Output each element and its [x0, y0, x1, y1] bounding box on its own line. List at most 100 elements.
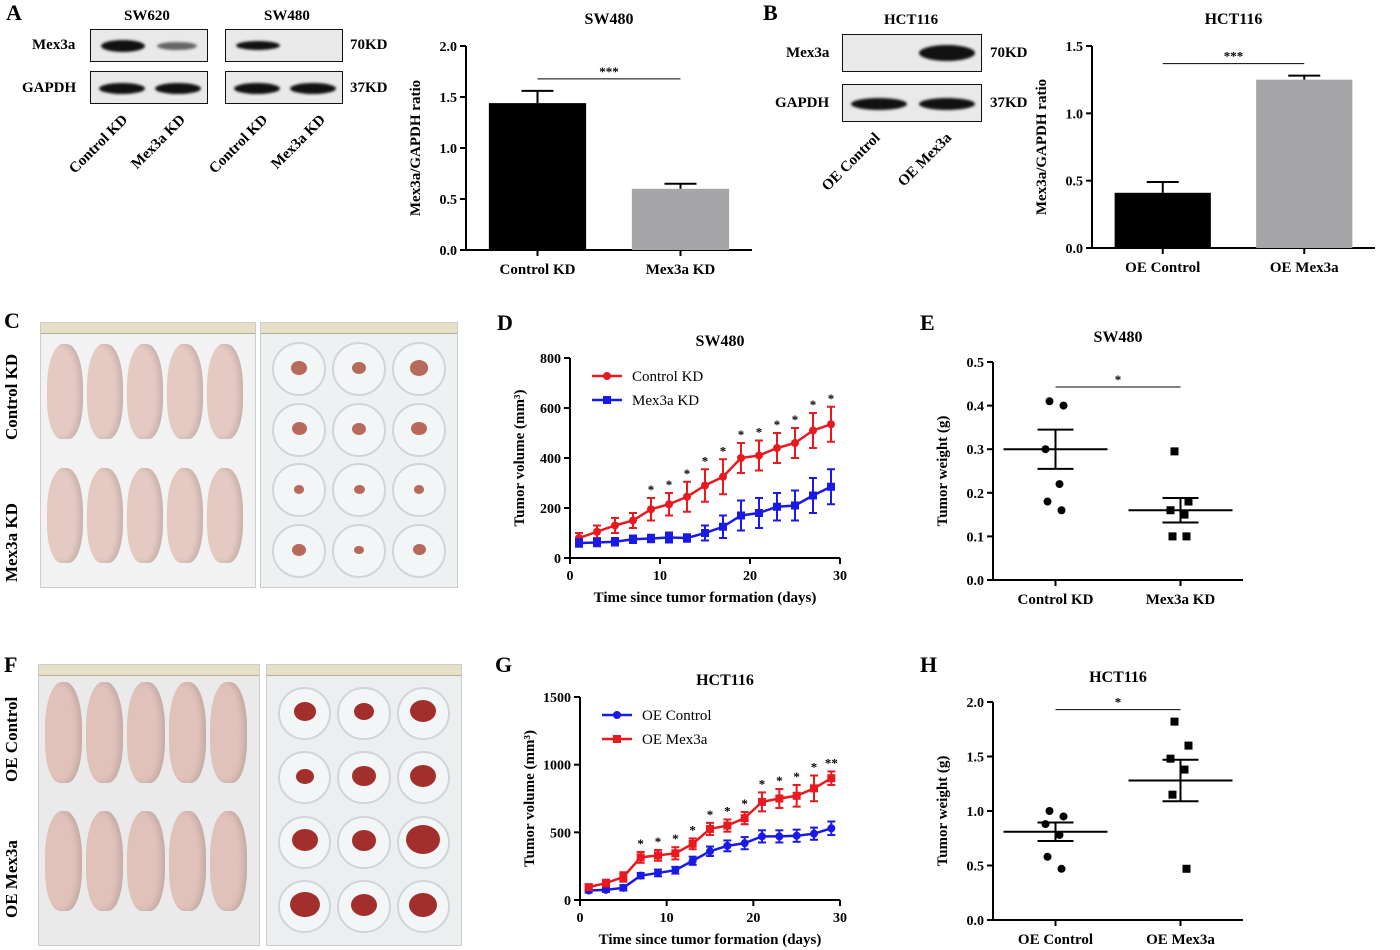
bar-chart-b: HCT116 0.0 0.5 1.0 1.5 Mex3a/GAPDH ratio OE Co… — [1034, 11, 1375, 276]
data-point — [688, 839, 697, 848]
x-tick-label: Control KD — [500, 262, 576, 278]
legend-marker — [603, 396, 611, 404]
data-point — [1055, 480, 1064, 489]
y-axis-label: Tumor volume (mm³) — [512, 390, 528, 527]
data-point — [809, 491, 817, 500]
data-point — [665, 500, 673, 509]
legend-marker — [613, 735, 621, 743]
y-tick-label: 0.4 — [967, 400, 985, 415]
mouse — [168, 681, 206, 783]
chart-title: HCT116 — [1089, 669, 1147, 686]
data-point — [1055, 830, 1064, 839]
band — [157, 42, 197, 50]
band — [236, 41, 280, 50]
significance-star: * — [828, 391, 835, 406]
tumor-sample — [352, 362, 366, 375]
data-point — [1057, 864, 1066, 873]
x-axis-label: Time since tumor formation (days) — [599, 932, 822, 948]
tumor-sample — [294, 485, 304, 494]
y-tick-label: 600 — [540, 402, 561, 417]
significance-star: * — [741, 796, 748, 811]
ruler — [261, 323, 457, 334]
data-point — [827, 420, 835, 429]
tumor-sample — [291, 829, 318, 852]
data-point — [723, 821, 732, 830]
data-point — [827, 774, 836, 783]
significance-label: *** — [599, 64, 619, 79]
y-tick-label: 0.2 — [967, 487, 985, 502]
data-point — [810, 784, 818, 793]
panel-label-b: B — [763, 0, 778, 25]
band — [234, 83, 280, 94]
data-point — [827, 824, 836, 833]
significance-star: * — [684, 466, 691, 481]
band — [290, 83, 336, 94]
data-point — [1057, 506, 1066, 515]
band — [919, 45, 975, 61]
x-tick-label: 10 — [653, 569, 667, 584]
data-point — [629, 535, 637, 544]
panel-label-h: H — [920, 652, 938, 677]
significance-star: * — [774, 417, 781, 432]
data-point — [1059, 401, 1068, 410]
significance-star: * — [720, 443, 727, 458]
y-tick-label: 1.5 — [440, 91, 458, 106]
significance-star: * — [724, 803, 731, 818]
mouse — [45, 810, 83, 912]
mouse — [167, 344, 203, 440]
significance-star: * — [811, 759, 818, 774]
data-point — [1184, 741, 1193, 750]
significance-star: * — [756, 425, 763, 440]
y-axis-label: Tumor weight (g) — [935, 416, 951, 527]
line-chart-g: HCT116 0 500 1000 1500 Tumor volume (mm³) 0 10 2… — [522, 672, 847, 948]
blot-a-lane-2: Mex3a KD — [128, 112, 190, 173]
mouse — [209, 681, 247, 783]
data-point — [1184, 497, 1193, 506]
significance-star: * — [792, 412, 799, 427]
mouse — [86, 810, 124, 912]
tumor-sample — [351, 893, 377, 916]
y-tick-label: 400 — [540, 452, 561, 467]
blot-a-sw480-mex3a — [225, 29, 343, 62]
panel-label-c: C — [4, 308, 20, 333]
mouse — [86, 681, 124, 783]
tumor-sample — [409, 892, 438, 917]
tumor-sample — [352, 422, 366, 435]
data-point — [740, 839, 749, 848]
data-point — [1168, 790, 1177, 799]
mouse — [45, 681, 83, 783]
photo-c-group-2: Mex3a KD — [2, 503, 21, 582]
tumor-photo-f — [266, 664, 462, 946]
data-point — [602, 885, 610, 894]
culture-well — [396, 880, 450, 934]
tumor-sample — [354, 703, 374, 721]
data-point — [773, 502, 781, 511]
data-point — [719, 522, 727, 531]
x-tick-label: OE Control — [1018, 932, 1093, 948]
bar — [631, 188, 730, 250]
blot-b-size-37kd: 37KD — [990, 95, 1028, 111]
x-tick-label: OE Control — [1125, 260, 1200, 276]
tumor-sample — [291, 361, 307, 375]
blot-a-group-sw480: SW480 — [264, 8, 310, 24]
y-tick-label: 1000 — [543, 759, 571, 774]
mouse — [168, 810, 206, 912]
tumor-sample — [353, 484, 365, 495]
y-tick-label: 2.0 — [440, 40, 458, 55]
blot-b-lane-1: OE Control — [818, 130, 884, 195]
mouse — [47, 344, 83, 440]
data-point — [701, 481, 709, 490]
x-tick-label: 20 — [743, 569, 757, 584]
tumor-sample — [414, 485, 424, 494]
data-point — [1182, 532, 1191, 541]
culture-well — [278, 686, 332, 740]
y-tick-label: 500 — [550, 826, 571, 841]
panel-label-g: G — [495, 652, 513, 677]
significance-label: * — [1115, 695, 1122, 710]
significance-star: * — [655, 834, 662, 849]
tumor-sample — [352, 765, 376, 787]
x-tick-label: 30 — [833, 911, 847, 926]
y-tick-label: 0.5 — [1066, 175, 1084, 190]
x-tick-label: OE Mex3a — [1146, 932, 1215, 948]
significance-star: * — [759, 776, 766, 791]
